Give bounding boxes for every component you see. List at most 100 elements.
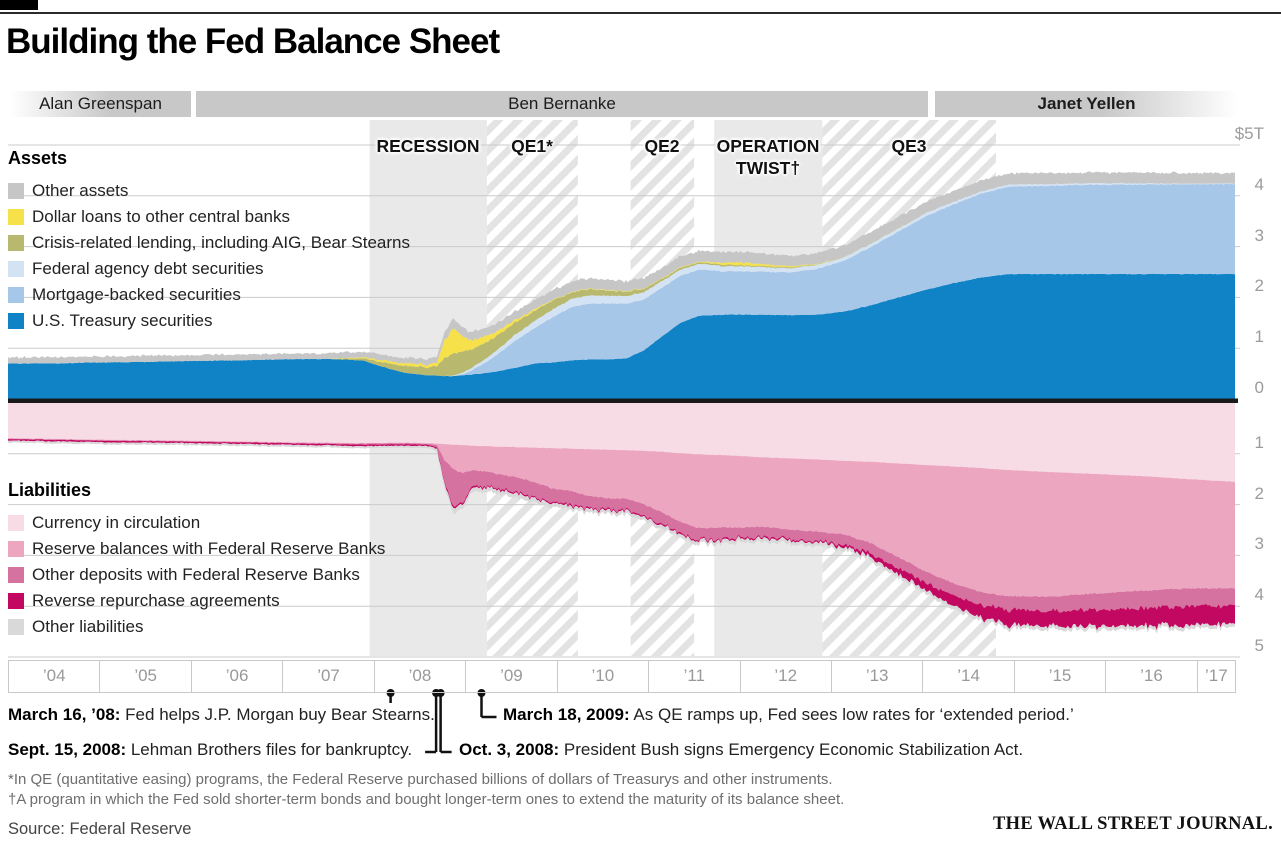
legend-item: Other liabilities [8, 614, 385, 640]
assets-axis-label: 2 [1254, 276, 1264, 295]
color-swatch [8, 183, 24, 199]
liabilities-axis-label: 4 [1254, 585, 1264, 604]
year-tick-12: ’12 [741, 661, 832, 692]
year-tick-04: ’04 [9, 661, 101, 692]
color-swatch [8, 235, 24, 251]
legend-item: Crisis-related lending, including AIG, B… [8, 230, 410, 256]
legend-item-label: Other deposits with Federal Reserve Bank… [32, 565, 360, 584]
color-swatch [8, 567, 24, 583]
legend-item: Dollar loans to other central banks [8, 204, 410, 230]
annotation-stabilization-act: Oct. 3, 2008: President Bush signs Emerg… [459, 740, 1023, 760]
annotation-qe-ramps-up: March 18, 2009: As QE ramps up, Fed sees… [503, 705, 1074, 725]
legend-item-label: Crisis-related lending, including AIG, B… [32, 233, 410, 252]
series-reverse-repurchase-agreements [8, 439, 1235, 631]
year-tick-15: ’15 [1015, 661, 1107, 692]
legend-item: Mortgage-backed securities [8, 282, 410, 308]
legend-assets: Assets Other assets Dollar loans to other… [8, 148, 410, 334]
annotation-text: As QE ramps up, Fed sees low rates for ‘… [629, 705, 1074, 724]
chairman-name: Ben Bernanke [508, 94, 616, 113]
year-tick-10: ’10 [558, 661, 650, 692]
legend-item: Federal agency debt securities [8, 256, 410, 282]
legend-item: Other deposits with Federal Reserve Bank… [8, 562, 385, 588]
assets-axis-label: 1 [1254, 327, 1264, 346]
chairman-name: Janet Yellen [1037, 94, 1136, 113]
liabilities-axis-label: 2 [1254, 484, 1264, 503]
annotation-bear-stearns: March 16, ’08: Fed helps J.P. Morgan buy… [8, 705, 435, 725]
liabilities-axis-label: 5 [1254, 636, 1264, 655]
legend-liabilities-title: Liabilities [8, 480, 92, 500]
year-tick-11: ’11 [649, 661, 741, 692]
legend-item-label: Reverse repurchase agreements [32, 591, 280, 610]
annotation-text: Lehman Brothers files for bankruptcy. [126, 740, 413, 759]
annotation-text: Fed helps J.P. Morgan buy Bear Stearns. [120, 705, 435, 724]
legend-item: U.S. Treasury securities [8, 308, 410, 334]
year-tick-13: ’13 [832, 661, 924, 692]
color-swatch [8, 515, 24, 531]
series-currency-in-circulation [8, 403, 1235, 482]
period-label-operation-twist-: OPERATION TWIST† [716, 136, 820, 178]
source-line: Source: Federal Reserve [8, 820, 192, 838]
period-label-qe3: QE3 [891, 136, 927, 156]
year-tick-05: ’05 [100, 661, 192, 692]
chairman-name: Alan Greenspan [39, 94, 162, 113]
legend-item-label: Currency in circulation [32, 513, 201, 532]
assets-axis-label: 0 [1254, 378, 1264, 397]
annotation-text: President Bush signs Emergency Economic … [559, 740, 1024, 759]
top-rule [0, 12, 1281, 14]
series-u-s-treasury-securities [8, 273, 1235, 399]
legend-item-label: Federal agency debt securities [32, 259, 264, 278]
period-label-recession: RECESSION [376, 136, 480, 156]
chairman-bar-bernanke: Ben Bernanke [196, 91, 928, 117]
legend-item-label: Dollar loans to other central banks [32, 207, 290, 226]
annotation-date: Oct. 3, 2008: [459, 740, 560, 759]
legend-item-label: Other liabilities [32, 617, 144, 636]
legend-liabilities: Liabilities Currency in circulation Reser… [8, 480, 385, 640]
year-axis: ’04’05’06’07’08’09’10’11’12’13’14’15’16’… [8, 660, 1236, 693]
wsj-masthead: THE WALL STREET JOURNAL. [993, 814, 1273, 834]
legend-item-label: U.S. Treasury securities [32, 311, 213, 330]
annotation-date: March 18, 2009: [503, 705, 630, 724]
liabilities-axis-label: 3 [1254, 534, 1264, 553]
color-swatch [8, 541, 24, 557]
annotation-date: March 16, ’08: [8, 705, 121, 724]
color-swatch [8, 313, 24, 329]
period-label-qe2: QE2 [644, 136, 680, 156]
legend-item-label: Other assets [32, 181, 129, 200]
assets-axis-label: $5T [1234, 124, 1264, 143]
liabilities-axis-label: 1 [1254, 433, 1264, 452]
legend-assets-title: Assets [8, 148, 68, 168]
year-tick-07: ’07 [283, 661, 375, 692]
legend-item-label: Mortgage-backed securities [32, 285, 241, 304]
annotation-lehman: Sept. 15, 2008: Lehman Brothers files fo… [8, 740, 412, 760]
year-tick-14: ’14 [923, 661, 1015, 692]
chairman-bar-greenspan: Alan Greenspan [10, 91, 191, 117]
legend-item-label: Reserve balances with Federal Reserve Ba… [32, 539, 386, 558]
chairman-bar-yellen: Janet Yellen [935, 91, 1238, 117]
footnote-qe: *In QE (quantitative easing) programs, t… [8, 771, 833, 788]
page-title: Building the Fed Balance Sheet [6, 22, 500, 61]
color-swatch [8, 261, 24, 277]
legend-item: Reverse repurchase agreements [8, 588, 385, 614]
zero-baseline [8, 398, 1238, 403]
series-other-deposits-with-federal-reserve-banks [8, 438, 1235, 613]
year-tick-06: ’06 [192, 661, 284, 692]
color-swatch [8, 619, 24, 635]
year-tick-17: ’17 [1198, 661, 1236, 692]
legend-item: Reserve balances with Federal Reserve Ba… [8, 536, 385, 562]
series-reserve-balances-with-federal-reserve-banks [8, 438, 1235, 598]
year-tick-16: ’16 [1106, 661, 1198, 692]
assets-axis-label: 4 [1254, 175, 1264, 194]
annotation-date: Sept. 15, 2008: [8, 740, 127, 759]
color-swatch [8, 287, 24, 303]
legend-item: Other assets [8, 178, 410, 204]
year-tick-08: ’08 [375, 661, 467, 692]
year-tick-09: ’09 [466, 661, 558, 692]
legend-item: Currency in circulation [8, 510, 385, 536]
assets-axis-label: 3 [1254, 226, 1264, 245]
series-mortgage-backed-securities [8, 183, 1235, 377]
color-swatch [8, 593, 24, 609]
color-swatch [8, 209, 24, 225]
period-label-qe1-: QE1* [511, 136, 553, 156]
kicker-block [0, 0, 38, 10]
